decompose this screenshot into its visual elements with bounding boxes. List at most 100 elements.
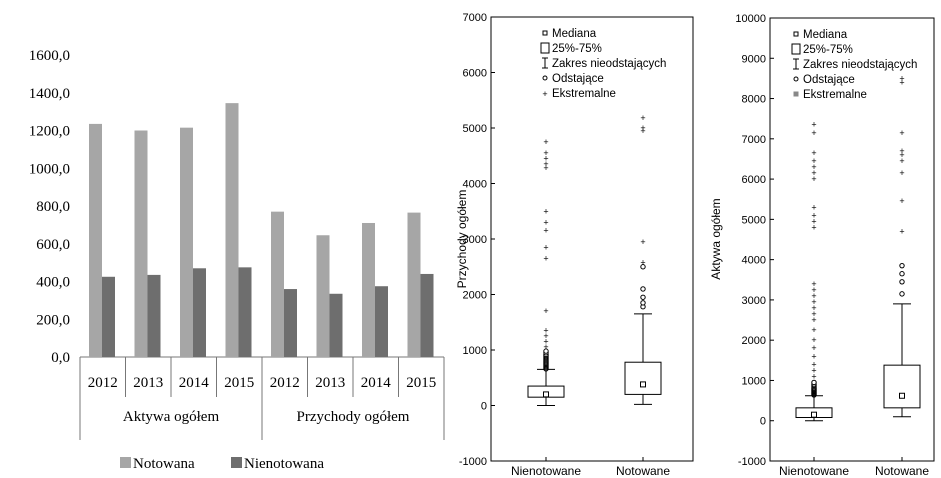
y-tick-label: -1000 — [459, 456, 487, 468]
boxplot-przychody-x-axis: Nienotowane Notowane — [511, 457, 670, 478]
bar-chart: 0,0 200,0 400,0 600,0 800,0 1000,0 1200,0 1400,… — [29, 48, 445, 472]
extreme-point: + — [811, 168, 816, 178]
bar-notowana — [316, 235, 330, 357]
extreme-point: + — [640, 257, 645, 267]
x-tick-label: Notowane — [875, 464, 929, 478]
extreme-point: + — [811, 335, 816, 345]
extreme-point: + — [543, 154, 548, 164]
extreme-point: + — [899, 73, 904, 83]
y-tick-label: 7000 — [463, 12, 487, 24]
extreme-point: + — [640, 113, 645, 123]
legend-box-icon — [540, 42, 550, 54]
bar-nienotowana — [375, 286, 388, 357]
legend-extreme-icon — [793, 91, 799, 97]
extreme-point: + — [811, 222, 816, 232]
boxplot-aktywa-frame — [769, 17, 935, 462]
legend-label: 25%-75% — [803, 44, 853, 56]
extreme-point: + — [543, 242, 548, 252]
extreme-point: + — [899, 168, 904, 178]
extreme-point: + — [811, 303, 816, 313]
x-tick-label: Nienotowane — [779, 464, 849, 478]
extreme-point: + — [811, 128, 816, 138]
x-tick-label: 2014 — [361, 375, 392, 391]
y-tick-label: -1000 — [738, 456, 766, 468]
x-tick-label: 2014 — [179, 375, 210, 391]
extreme-point: + — [543, 253, 548, 263]
extreme-point: + — [811, 309, 816, 319]
legend-label: Mediana — [552, 28, 597, 40]
legend-label: Ekstremalne — [552, 88, 616, 100]
outlier-point — [811, 379, 817, 386]
legend-whisker-icon — [793, 58, 799, 70]
x-tick-label: 2012 — [88, 375, 118, 391]
extreme-point: + — [811, 156, 816, 166]
x-tick-label: Notowane — [616, 464, 670, 478]
legend-extreme-icon: + — [542, 89, 547, 99]
y-tick-label: 1000,0 — [29, 161, 70, 177]
bar-chart-y-axis: 0,0 200,0 400,0 600,0 800,0 1000,0 1200,0 1400,… — [29, 48, 70, 366]
boxplot-przychody-legend: Mediana 25%-75% Zakres nieodstających Odsta… — [540, 28, 666, 100]
boxplot-aktywa: -1000 0 1000 2000 3000 4000 5000 6000 7000 8000 90… — [709, 13, 935, 478]
extreme-point: + — [899, 156, 904, 166]
extreme-point: + — [543, 226, 548, 236]
extreme-point: + — [811, 120, 816, 130]
median-marker — [640, 381, 646, 388]
extreme-point: + — [543, 163, 548, 173]
x-group-label: Przychody ogółem — [297, 409, 410, 425]
y-tick-label: 0,0 — [51, 350, 70, 366]
bar-notowana — [225, 103, 239, 357]
extreme-point: + — [640, 237, 645, 247]
legend-label-notowana: Notowana — [133, 456, 195, 472]
extreme-point: + — [543, 331, 548, 341]
extreme-point: + — [811, 202, 816, 212]
bar-chart-x-axis: 2012 2013 2014 2015 Aktywa ogółem 2012 2013 201… — [79, 357, 445, 440]
bar-nienotowana — [102, 276, 115, 357]
outlier-point — [899, 271, 905, 277]
y-tick-label: 6000 — [742, 174, 766, 186]
median-marker — [543, 391, 549, 398]
y-tick-label: 2000 — [463, 290, 487, 302]
bar-nienotowana — [238, 267, 252, 357]
y-tick-label: 1200,0 — [29, 124, 70, 140]
x-tick-label: 2015 — [224, 375, 254, 391]
extreme-point: + — [811, 315, 816, 325]
extreme-point: + — [899, 226, 904, 236]
legend-label-nienotowana: Nienotowana — [244, 456, 324, 472]
y-tick-label: 1400,0 — [29, 86, 70, 102]
extreme-point: + — [543, 206, 548, 216]
y-tick-label: 200,0 — [36, 312, 70, 328]
legend-label: Odstające — [803, 74, 855, 86]
y-tick-label: 4000 — [463, 179, 487, 191]
median-marker — [899, 392, 905, 399]
bar-notowana — [180, 127, 193, 357]
bar-nienotowana — [284, 289, 297, 357]
y-tick-label: 9000 — [742, 53, 766, 65]
y-tick-label: 3000 — [742, 295, 766, 307]
extreme-point: + — [543, 148, 548, 158]
bar-notowana — [134, 130, 148, 357]
legend-outlier-icon — [793, 76, 799, 82]
bar-nienotowana — [420, 273, 434, 357]
extreme-point: + — [899, 196, 904, 206]
boxplot-aktywa-y-axis: -1000 0 1000 2000 3000 4000 5000 6000 7000 8000 90… — [735, 13, 774, 468]
legend-box-icon — [791, 43, 801, 55]
extreme-point: + — [899, 146, 904, 156]
boxplot-przychody: -1000 0 1000 2000 3000 4000 5000 6000 7000 Przyc… — [455, 12, 694, 478]
extreme-point: + — [899, 150, 904, 160]
y-tick-label: 4000 — [742, 255, 766, 267]
extreme-point: + — [811, 359, 816, 369]
boxplot-przychody-y-label: Przychody ogółem — [455, 190, 469, 289]
y-tick-label: 5000 — [742, 214, 766, 226]
extreme-point: + — [811, 343, 816, 353]
x-tick-label: 2015 — [406, 375, 436, 391]
outlier-point — [640, 294, 646, 300]
extreme-point: + — [811, 162, 816, 172]
outlier-point — [899, 279, 905, 285]
legend-whisker-icon — [542, 57, 548, 69]
x-group-label: Aktywa ogółem — [123, 409, 220, 425]
boxplot-aktywa-x-axis: Nienotowane Notowane — [779, 457, 929, 478]
legend-label: Mediana — [803, 29, 848, 41]
y-tick-label: 0 — [481, 401, 487, 413]
y-tick-label: 0 — [760, 416, 766, 428]
extreme-point: + — [811, 351, 816, 361]
